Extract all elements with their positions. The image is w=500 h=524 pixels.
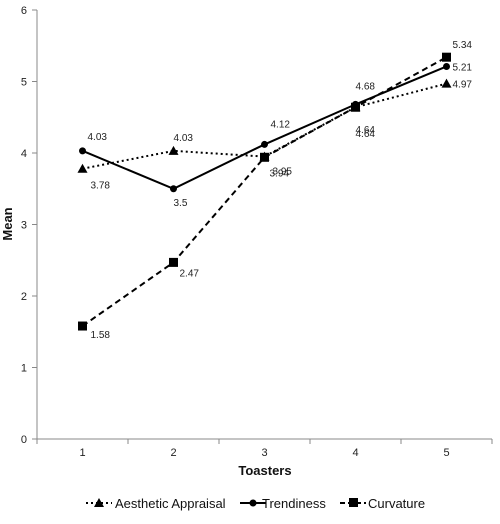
data-point-curvature — [78, 321, 87, 331]
y-tick-label: 5 — [21, 77, 27, 89]
data-label-curvature: 4.64 — [356, 129, 376, 140]
x-ticks: 1 2 3 4 5 — [36, 439, 493, 459]
x-axis-title: Toasters — [238, 463, 291, 478]
data-label-curvature: 5.34 — [453, 40, 473, 51]
data-label-aesthetic-appraisal: 4.97 — [453, 80, 473, 91]
x-tick-label: 4 — [352, 447, 358, 459]
y-tick-label: 3 — [21, 220, 27, 232]
data-label-trendiness: 3.5 — [174, 198, 188, 209]
data-label-curvature: 2.47 — [180, 268, 200, 279]
data-label-trendiness: 5.21 — [453, 62, 473, 73]
legend: Aesthetic Appraisal Trendiness Curvature — [86, 496, 425, 511]
x-tick-label: 2 — [170, 447, 176, 459]
y-tick-label: 1 — [21, 363, 27, 375]
axes — [36, 10, 492, 440]
series-lines — [81, 56, 447, 327]
y-tick-label: 6 — [21, 5, 27, 17]
legend-label-aesthetic-appraisal: Aesthetic Appraisal — [115, 496, 226, 511]
legend-label-trendiness: Trendiness — [262, 496, 326, 511]
data-label-trendiness: 4.68 — [356, 81, 376, 92]
data-point-curvature — [260, 152, 269, 162]
data-point-trendiness — [261, 140, 268, 148]
legend-circle-icon — [249, 499, 257, 507]
x-tick-label: 1 — [79, 447, 85, 459]
legend-label-curvature: Curvature — [368, 496, 425, 511]
data-point-trendiness — [79, 147, 86, 155]
series-markers — [77, 52, 452, 331]
data-point-curvature — [442, 52, 451, 62]
series-line-trendiness — [82, 65, 447, 190]
data-point-curvature — [169, 257, 178, 267]
series-line-aesthetic-appraisal — [82, 82, 447, 170]
data-point-aesthetic-appraisal — [441, 78, 452, 88]
y-tick-label: 0 — [21, 434, 27, 446]
data-label-curvature: 3.94 — [270, 168, 290, 179]
y-axis-title: Mean — [0, 207, 15, 240]
data-point-curvature — [351, 102, 360, 112]
data-label-aesthetic-appraisal: 3.78 — [91, 181, 111, 192]
data-point-aesthetic-appraisal — [168, 145, 179, 155]
y-tick-label: 2 — [21, 291, 27, 303]
y-tick-label: 4 — [21, 148, 27, 160]
data-point-trendiness — [443, 62, 450, 70]
data-point-aesthetic-appraisal — [77, 163, 88, 173]
legend-square-icon — [349, 498, 358, 507]
data-label-aesthetic-appraisal: 4.64 — [356, 125, 376, 136]
data-label-trendiness: 4.12 — [271, 119, 291, 130]
legend-triangle-icon — [94, 498, 104, 507]
data-point-trendiness — [170, 185, 177, 193]
data-label-curvature: 1.58 — [91, 330, 111, 341]
x-tick-label: 3 — [261, 447, 267, 459]
x-tick-label: 5 — [443, 447, 449, 459]
data-label-trendiness: 4.03 — [88, 132, 108, 143]
data-label-aesthetic-appraisal: 3.95 — [273, 167, 293, 178]
data-label-aesthetic-appraisal: 4.03 — [174, 133, 194, 144]
data-labels: 3.78 4.03 3.95 4.64 4.97 4.03 3.5 4.12 4.68 5.21 1… — [88, 40, 473, 341]
y-ticks: 0 1 2 3 4 5 6 — [21, 5, 37, 446]
